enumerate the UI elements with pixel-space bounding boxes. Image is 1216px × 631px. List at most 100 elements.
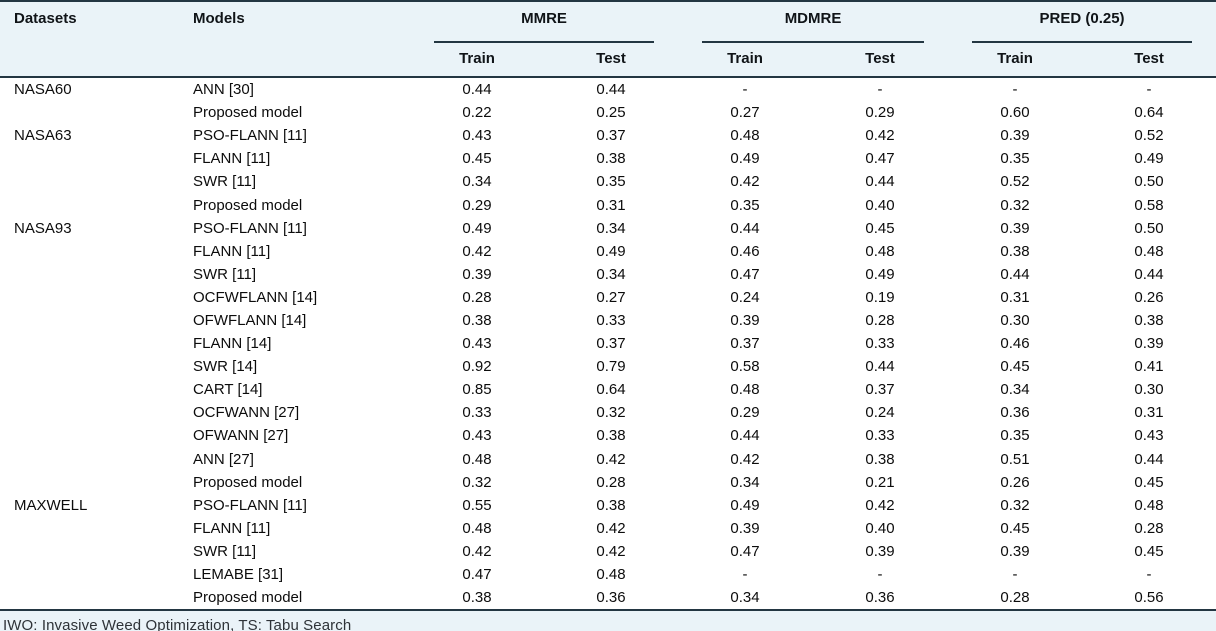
model-cell: SWR [11] bbox=[193, 265, 257, 283]
table-row: OFWANN [27] 0.43 0.38 0.44 0.33 0.35 0.43 bbox=[0, 424, 1216, 447]
value-cell: 0.40 bbox=[865, 196, 895, 214]
value-cell: 0.42 bbox=[596, 519, 626, 537]
value-cell: 0.32 bbox=[462, 473, 492, 491]
model-cell: SWR [11] bbox=[193, 173, 257, 191]
value-cell: 0.60 bbox=[1000, 104, 1030, 122]
value-cell: 0.35 bbox=[596, 173, 626, 191]
table-row: LEMABE [31] 0.47 0.48 - - - - bbox=[0, 563, 1216, 586]
value-cell: 0.43 bbox=[1134, 427, 1164, 445]
value-cell: 0.38 bbox=[410, 586, 544, 612]
value-cell: 0.43 bbox=[462, 335, 492, 353]
column-header-train: Train bbox=[948, 43, 1083, 78]
value-cell: 0.55 bbox=[462, 496, 492, 514]
column-header-datasets: Datasets bbox=[0, 1, 180, 78]
value-cell: 0.35 bbox=[730, 196, 760, 214]
group-underline bbox=[434, 41, 655, 43]
value-cell: 0.39 bbox=[730, 519, 760, 537]
table-row: FLANN [11] 0.48 0.42 0.39 0.40 0.45 0.28 bbox=[0, 517, 1216, 540]
group-underline bbox=[972, 41, 1193, 43]
value-cell: 0.42 bbox=[865, 496, 895, 514]
dataset-cell: NASA63 bbox=[14, 127, 72, 145]
value-cell: 0.85 bbox=[462, 381, 492, 399]
dataset-cell bbox=[0, 424, 180, 447]
value-cell: 0.33 bbox=[596, 311, 626, 329]
value-cell: 0.44 bbox=[730, 427, 760, 445]
metric-group-label: MMRE bbox=[521, 10, 567, 27]
table-row: FLANN [11] 0.45 0.38 0.49 0.47 0.35 0.49 bbox=[0, 147, 1216, 170]
value-cell: 0.42 bbox=[730, 450, 760, 468]
value-cell: 0.31 bbox=[1134, 404, 1164, 422]
value-cell: - bbox=[1146, 566, 1152, 584]
value-cell: 0.38 bbox=[596, 496, 626, 514]
value-cell: 0.35 bbox=[1000, 150, 1030, 168]
model-cell: FLANN [11] bbox=[193, 242, 271, 260]
value-cell: 0.42 bbox=[596, 542, 626, 560]
value-cell: - bbox=[742, 81, 748, 99]
value-cell: 0.28 bbox=[948, 586, 1083, 612]
table-row: OCFWFLANN [14] 0.28 0.27 0.24 0.19 0.31 0.26 bbox=[0, 286, 1216, 309]
model-cell: PSO-FLANN [11] bbox=[193, 496, 307, 514]
value-cell: 0.28 bbox=[462, 288, 492, 306]
metric-group-header: MMRE bbox=[410, 1, 679, 43]
value-cell: 0.56 bbox=[1082, 586, 1216, 612]
value-cell: 0.44 bbox=[1134, 265, 1164, 283]
value-cell: 0.38 bbox=[1134, 311, 1164, 329]
value-cell: 0.27 bbox=[596, 288, 626, 306]
value-cell: 0.42 bbox=[462, 542, 492, 560]
dataset-cell bbox=[0, 563, 180, 586]
value-cell: 0.30 bbox=[1000, 311, 1030, 329]
value-cell: 0.39 bbox=[462, 265, 492, 283]
value-cell: - bbox=[1012, 566, 1018, 584]
value-cell: 0.58 bbox=[1134, 196, 1164, 214]
value-cell: 0.32 bbox=[596, 404, 626, 422]
value-cell: 0.26 bbox=[1134, 288, 1164, 306]
value-cell: 0.36 bbox=[812, 586, 949, 612]
model-cell: SWR [11] bbox=[193, 542, 257, 560]
model-cell: OFWANN [27] bbox=[193, 427, 289, 445]
value-cell: 0.42 bbox=[865, 127, 895, 145]
model-cell: OCFWFLANN [14] bbox=[193, 288, 318, 306]
table-row: NASA63 PSO-FLANN [11] 0.43 0.37 0.48 0.42 0.39… bbox=[0, 124, 1216, 147]
value-cell: 0.22 bbox=[462, 104, 492, 122]
value-cell: 0.39 bbox=[1000, 127, 1030, 145]
value-cell: 0.37 bbox=[730, 335, 760, 353]
value-cell: 0.45 bbox=[1000, 519, 1030, 537]
table-row: FLANN [11] 0.42 0.49 0.46 0.48 0.38 0.48 bbox=[0, 240, 1216, 263]
value-cell: 0.37 bbox=[596, 335, 626, 353]
table-row: Proposed model 0.32 0.28 0.34 0.21 0.26 0.45 bbox=[0, 471, 1216, 494]
value-cell: 0.35 bbox=[1000, 427, 1030, 445]
value-cell: 0.51 bbox=[1000, 450, 1030, 468]
column-header-test: Test bbox=[812, 43, 949, 78]
value-cell: 0.50 bbox=[1134, 219, 1164, 237]
value-cell: 0.24 bbox=[865, 404, 895, 422]
value-cell: 0.33 bbox=[462, 404, 492, 422]
value-cell: 0.39 bbox=[1000, 542, 1030, 560]
value-cell: 0.44 bbox=[1134, 450, 1164, 468]
model-cell: OCFWANN [27] bbox=[193, 404, 300, 422]
value-cell: 0.52 bbox=[1134, 127, 1164, 145]
value-cell: 0.38 bbox=[596, 427, 626, 445]
value-cell: 0.48 bbox=[1134, 242, 1164, 260]
value-cell: 0.33 bbox=[865, 335, 895, 353]
value-cell: 0.31 bbox=[596, 196, 626, 214]
value-cell: 0.38 bbox=[1000, 242, 1030, 260]
value-cell: 0.34 bbox=[462, 173, 492, 191]
table-row: NASA60 ANN [30] 0.44 0.44 - - - - bbox=[0, 77, 1216, 101]
model-cell: FLANN [11] bbox=[193, 519, 271, 537]
value-cell: 0.45 bbox=[865, 219, 895, 237]
value-cell: 0.49 bbox=[865, 265, 895, 283]
value-cell: 0.40 bbox=[865, 519, 895, 537]
value-cell: 0.44 bbox=[462, 81, 492, 99]
value-cell: 0.26 bbox=[1000, 473, 1030, 491]
dataset-cell bbox=[0, 378, 180, 401]
model-cell: Proposed model bbox=[193, 104, 303, 122]
value-cell: 0.49 bbox=[730, 496, 760, 514]
value-cell: 0.47 bbox=[730, 542, 760, 560]
value-cell: 0.47 bbox=[865, 150, 895, 168]
table-row: ANN [27] 0.48 0.42 0.42 0.38 0.51 0.44 bbox=[0, 448, 1216, 471]
table-row: OCFWANN [27] 0.33 0.32 0.29 0.24 0.36 0.31 bbox=[0, 401, 1216, 424]
value-cell: 0.44 bbox=[730, 219, 760, 237]
value-cell: 0.36 bbox=[1000, 404, 1030, 422]
results-table: Datasets Models MMRE MDMRE PRED (0.25) Tra… bbox=[0, 0, 1216, 612]
